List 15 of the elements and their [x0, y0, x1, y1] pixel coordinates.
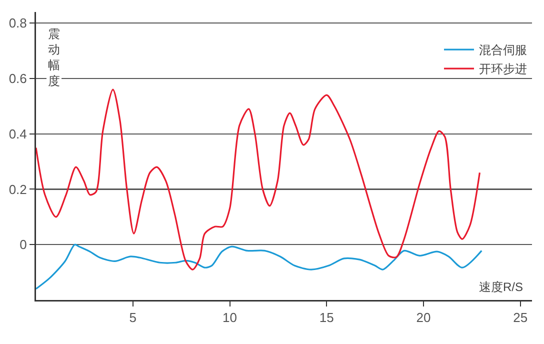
legend-label: 混合伺服: [479, 43, 527, 58]
x-axis-title: 速度R/S: [479, 280, 524, 294]
x-tick-label: 20: [416, 310, 431, 326]
line-series: [36, 88, 480, 270]
y-tick-label: 0: [20, 237, 27, 252]
y-tick-label: 0.4: [8, 126, 27, 142]
legend-label: 开环步进: [479, 62, 527, 76]
x-tick-label: 10: [222, 310, 237, 326]
y-tick-label: 0.8: [8, 16, 27, 31]
y-tick-label: 0.6: [8, 71, 27, 86]
x-tick-label: 25: [513, 310, 528, 326]
x-tick-label: 15: [319, 310, 334, 326]
y-tick-label: 0.2: [8, 182, 27, 197]
y-axis-title: 震动幅度: [48, 27, 60, 88]
x-tick-label: 5: [129, 310, 136, 326]
